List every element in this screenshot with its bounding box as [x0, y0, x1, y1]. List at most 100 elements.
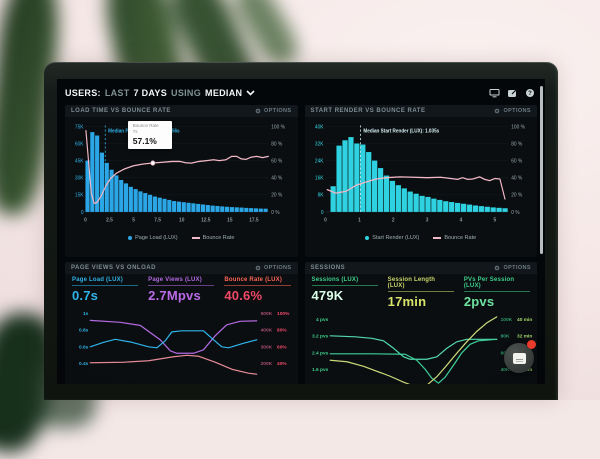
- metric-rule: [463, 291, 531, 292]
- tooltip-series: Bounce Rate: [132, 122, 159, 128]
- gear-icon: [495, 265, 500, 271]
- svg-text:40K: 40K: [314, 124, 323, 130]
- legend-dot-swatch: [128, 236, 133, 240]
- svg-text:80K: 80K: [500, 334, 509, 340]
- metric-value: 479K: [311, 288, 344, 303]
- start-render-chart[interactable]: 40K 100 % 32K 80 % 24K 60 % 16K 40 % 8K 20 % 0 0 % 0…: [305, 117, 538, 243]
- page-views-line-chart[interactable]: 1s 500K 100% 0.8s 400K 80% 0.6s 300K 60% 0.4s 200K…: [69, 306, 294, 378]
- svg-text:10: 10: [179, 217, 185, 223]
- svg-text:16K: 16K: [314, 175, 323, 181]
- svg-text:17.5: 17.5: [249, 217, 259, 223]
- svg-text:400K: 400K: [261, 328, 273, 334]
- metric-rule: [148, 285, 215, 286]
- tooltip-x-value: 7s: [132, 129, 138, 135]
- svg-text:0: 0: [81, 210, 84, 216]
- options-button[interactable]: OPTIONS: [255, 265, 292, 271]
- legend-page-load[interactable]: Page Load (LUX): [128, 235, 178, 241]
- metric-page-views: Page Views (LUX) 2.7Mpvs: [148, 277, 215, 303]
- svg-text:0: 0: [324, 217, 327, 223]
- scrollbar-thumb[interactable]: [540, 86, 543, 254]
- legend-bounce-rate[interactable]: Bounce Rate: [433, 235, 476, 241]
- display-icon[interactable]: [488, 88, 500, 99]
- svg-text:8K: 8K: [317, 193, 324, 199]
- options-label: OPTIONS: [263, 265, 292, 271]
- svg-text:1: 1: [357, 217, 360, 223]
- legend-label: Page Load (LUX): [135, 235, 178, 241]
- options-button[interactable]: OPTIONS: [494, 108, 531, 114]
- svg-text:100K: 100K: [500, 317, 512, 323]
- chevron-down-icon[interactable]: [246, 90, 255, 96]
- page-views-chart[interactable]: 1s 500K 100% 0.8s 400K 80% 0.6s 300K 60% 0.4s 200K…: [65, 304, 298, 378]
- header-using-label: USING: [171, 88, 202, 98]
- svg-text:60K: 60K: [75, 141, 84, 147]
- panel-title: SESSIONS: [310, 265, 346, 271]
- dashboard-header: USERS: LAST 7 DAYS USING MEDIAN ?: [65, 84, 537, 102]
- panel-title: START RENDER VS BOUNCE RATE: [310, 108, 426, 114]
- svg-text:2.4 pvs: 2.4 pvs: [311, 350, 328, 356]
- svg-text:20 %: 20 %: [271, 193, 282, 199]
- help-icon[interactable]: ?: [524, 88, 536, 99]
- svg-text:0 %: 0 %: [511, 210, 520, 216]
- metric-label: Page Load (LUX): [72, 277, 124, 283]
- svg-text:0: 0: [84, 217, 87, 223]
- svg-text:60%: 60%: [277, 344, 287, 350]
- svg-text:40 %: 40 %: [271, 175, 282, 181]
- svg-text:100%: 100%: [277, 311, 290, 317]
- header-users-label: USERS:: [65, 88, 101, 98]
- chart-tooltip: Bounce Rate 7s 57.1%: [127, 120, 172, 150]
- svg-text:80 %: 80 %: [511, 141, 522, 147]
- chart-legend: Start Render (LUX) Bounce Rate: [309, 233, 534, 243]
- svg-text:30K: 30K: [75, 175, 84, 181]
- metric-rule: [311, 285, 378, 286]
- metric-row: Page Load (LUX) 0.7s Page Views (LUX) 2.…: [65, 274, 298, 304]
- metric-label: Sessions (LUX): [311, 277, 359, 283]
- svg-text:80%: 80%: [277, 328, 287, 334]
- svg-text:500K: 500K: [261, 311, 273, 317]
- screenshot-thumbnail-icon: [512, 352, 526, 364]
- options-label: OPTIONS: [263, 108, 292, 114]
- options-button[interactable]: OPTIONS: [494, 265, 531, 271]
- share-icon[interactable]: [506, 88, 518, 99]
- start-render-histogram[interactable]: 40K 100 % 32K 80 % 24K 60 % 16K 40 % 8K 20 % 0 0 % 0…: [309, 119, 534, 233]
- svg-text:7.5: 7.5: [154, 217, 161, 223]
- options-button[interactable]: OPTIONS: [255, 108, 292, 114]
- svg-text:4 pvs: 4 pvs: [315, 317, 328, 323]
- header-median-dropdown[interactable]: MEDIAN: [205, 88, 243, 98]
- legend-line-swatch: [433, 237, 442, 239]
- svg-text:100 %: 100 %: [271, 124, 285, 130]
- svg-text:1.6 pvs: 1.6 pvs: [311, 367, 328, 373]
- svg-text:32 min: 32 min: [517, 334, 532, 340]
- load-time-chart[interactable]: 75K 100 % 60K 80 % 45K 60 % 30K 40 % 15K 20 % 0 0 %…: [65, 117, 298, 243]
- legend-label: Start Render (LUX): [372, 235, 420, 241]
- svg-text:15: 15: [227, 217, 233, 223]
- svg-text:0: 0: [320, 210, 323, 216]
- header-days-label: 7 DAYS: [133, 88, 168, 98]
- svg-text:2.5: 2.5: [106, 217, 113, 223]
- legend-label: Bounce Rate: [444, 235, 477, 241]
- legend-dot-swatch: [365, 236, 370, 240]
- svg-text:3: 3: [425, 217, 428, 223]
- options-label: OPTIONS: [503, 265, 531, 271]
- metric-pvs-per-session: PVs Per Session (LUX) 2pvs: [463, 277, 531, 309]
- metric-value: 2pvs: [463, 294, 495, 309]
- load-time-histogram[interactable]: 75K 100 % 60K 80 % 45K 60 % 30K 40 % 15K 20 % 0 0 %…: [69, 119, 294, 233]
- chart-legend: Page Load (LUX) Bounce Rate: [69, 233, 294, 243]
- metric-session-length: Session Length (LUX) 17min: [387, 277, 454, 309]
- legend-start-render[interactable]: Start Render (LUX): [365, 235, 419, 241]
- screenshot-tool-button[interactable]: [504, 340, 536, 373]
- panel-sessions: SESSIONS OPTIONS Sessions (LUX) 479K: [304, 262, 538, 384]
- legend-label: Bounce Rate: [202, 235, 235, 241]
- svg-text:45K: 45K: [75, 158, 84, 164]
- panel-page-views: PAGE VIEWS VS ONLOAD OPTIONS Page Load (…: [65, 262, 298, 384]
- svg-text:2: 2: [391, 217, 394, 223]
- metric-value: 17min: [387, 294, 427, 309]
- svg-text:200K: 200K: [261, 361, 273, 367]
- gear-icon: [495, 108, 500, 114]
- svg-text:20 %: 20 %: [511, 193, 522, 199]
- options-label: OPTIONS: [503, 108, 531, 114]
- metric-label: PVs Per Session (LUX): [463, 277, 515, 289]
- legend-bounce-rate[interactable]: Bounce Rate: [191, 235, 235, 241]
- metric-rule: [387, 291, 454, 292]
